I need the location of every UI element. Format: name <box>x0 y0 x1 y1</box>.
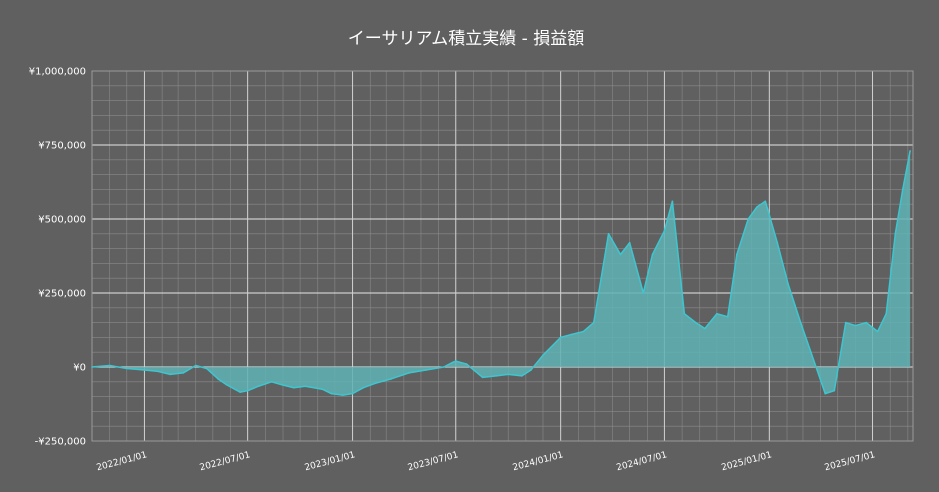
y-tick-label: ¥500,000 <box>38 215 86 226</box>
data-point <box>642 292 645 294</box>
x-tick-label: 2024/01/01 <box>512 450 565 473</box>
x-tick-label: 2023/07/01 <box>407 450 460 473</box>
x-tick-label: 2022/07/01 <box>199 450 252 473</box>
data-point <box>833 389 836 392</box>
data-point <box>321 388 324 391</box>
area-fill <box>92 150 911 396</box>
data-point <box>824 392 826 395</box>
data-point <box>607 233 610 235</box>
data-point <box>454 360 457 362</box>
data-point <box>559 336 562 339</box>
data-point <box>704 327 706 330</box>
data-point <box>194 364 197 367</box>
data-point <box>776 241 779 244</box>
series-line <box>91 150 911 396</box>
data-point <box>530 369 532 371</box>
data-point <box>408 372 410 374</box>
data-point <box>451 361 454 364</box>
chart-series-area <box>91 150 911 396</box>
x-axis: 2022/01/01 2022/07/01 2023/01/01 2023/07/01… <box>96 450 877 473</box>
data-point <box>736 253 738 256</box>
data-point <box>270 381 273 383</box>
data-point <box>570 333 573 336</box>
chart-grid <box>91 70 914 442</box>
data-point <box>481 376 484 379</box>
data-point <box>671 200 674 203</box>
data-point <box>901 188 904 191</box>
data-point <box>810 351 812 354</box>
data-point <box>257 385 260 388</box>
data-point <box>425 369 427 371</box>
data-point <box>663 230 666 232</box>
plot-frame <box>91 70 914 442</box>
data-point <box>865 321 868 324</box>
data-point <box>442 366 445 368</box>
data-point <box>108 364 111 367</box>
data-point <box>894 233 897 235</box>
data-point <box>844 321 847 324</box>
data-point <box>143 369 146 371</box>
y-axis: -¥250,000 ¥0 ¥250,000 ¥500,000 ¥750,000 ¥1,00… <box>29 67 86 448</box>
data-point <box>225 383 228 386</box>
data-point <box>747 218 750 220</box>
data-point <box>628 241 631 244</box>
data-point <box>764 200 767 203</box>
x-tick-label: 2025/01/01 <box>720 450 773 473</box>
y-tick-label: ¥250,000 <box>38 289 86 300</box>
y-tick-label: ¥1,000,000 <box>29 67 86 78</box>
data-point <box>716 312 718 315</box>
x-tick-label: 2022/01/01 <box>96 450 149 473</box>
data-point <box>507 373 510 376</box>
data-point <box>374 382 377 385</box>
data-point <box>582 330 585 333</box>
data-point <box>246 389 249 392</box>
y-tick-label: ¥0 <box>73 363 86 374</box>
data-point <box>683 312 686 315</box>
data-point <box>362 386 365 389</box>
data-point <box>592 321 595 324</box>
data-point <box>217 378 219 380</box>
data-point <box>885 312 888 315</box>
data-point <box>755 206 758 208</box>
data-point <box>205 367 208 370</box>
data-point <box>521 375 523 377</box>
data-point <box>330 392 333 395</box>
x-tick-label: 2025/07/01 <box>824 450 877 473</box>
data-point <box>390 378 393 380</box>
data-point <box>909 150 911 152</box>
x-tick-label: 2024/07/01 <box>616 450 669 473</box>
data-point <box>600 277 602 280</box>
data-point <box>799 321 802 324</box>
data-point <box>495 375 498 377</box>
data-point <box>651 253 654 256</box>
chart-title: イーサリアム積立実績 - 損益額 <box>348 29 584 49</box>
data-point <box>304 385 307 388</box>
x-tick-label: 2023/01/01 <box>304 450 357 473</box>
data-point <box>694 321 697 324</box>
data-point <box>342 394 344 396</box>
data-point <box>465 363 468 365</box>
data-point <box>619 253 622 256</box>
data-point <box>293 386 295 389</box>
data-point <box>169 373 171 376</box>
data-point <box>239 391 242 393</box>
data-point <box>91 366 93 368</box>
data-point <box>351 392 354 395</box>
data-point <box>182 372 185 374</box>
data-point <box>854 324 857 327</box>
data-point <box>157 370 159 373</box>
data-point <box>281 383 283 386</box>
data-point <box>125 367 128 370</box>
data-point <box>876 330 879 333</box>
y-tick-label: ¥750,000 <box>38 141 86 152</box>
data-point <box>726 315 729 318</box>
data-point <box>787 283 789 285</box>
y-tick-label: -¥250,000 <box>35 437 86 448</box>
data-point <box>542 354 544 356</box>
